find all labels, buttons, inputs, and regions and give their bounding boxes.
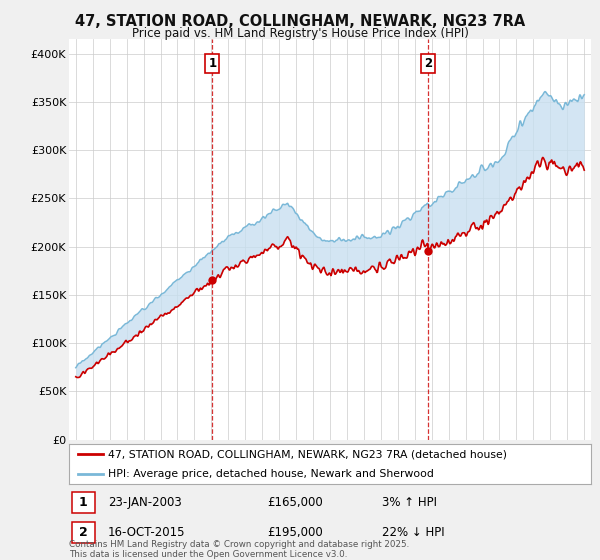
Text: Contains HM Land Registry data © Crown copyright and database right 2025.
This d: Contains HM Land Registry data © Crown c…: [69, 540, 409, 559]
Text: £195,000: £195,000: [268, 526, 323, 539]
Text: 2: 2: [424, 57, 433, 70]
Text: 16-OCT-2015: 16-OCT-2015: [108, 526, 185, 539]
Text: £165,000: £165,000: [268, 496, 323, 509]
Text: 3% ↑ HPI: 3% ↑ HPI: [382, 496, 437, 509]
Text: 23-JAN-2003: 23-JAN-2003: [108, 496, 182, 509]
Text: Price paid vs. HM Land Registry's House Price Index (HPI): Price paid vs. HM Land Registry's House …: [131, 27, 469, 40]
FancyBboxPatch shape: [71, 492, 95, 513]
Text: 47, STATION ROAD, COLLINGHAM, NEWARK, NG23 7RA: 47, STATION ROAD, COLLINGHAM, NEWARK, NG…: [75, 14, 525, 29]
Text: 22% ↓ HPI: 22% ↓ HPI: [382, 526, 445, 539]
Text: 1: 1: [208, 57, 217, 70]
FancyBboxPatch shape: [71, 522, 95, 543]
Text: HPI: Average price, detached house, Newark and Sherwood: HPI: Average price, detached house, Newa…: [108, 469, 434, 479]
Text: 1: 1: [79, 496, 88, 509]
Text: 2: 2: [79, 526, 88, 539]
Text: 47, STATION ROAD, COLLINGHAM, NEWARK, NG23 7RA (detached house): 47, STATION ROAD, COLLINGHAM, NEWARK, NG…: [108, 449, 507, 459]
